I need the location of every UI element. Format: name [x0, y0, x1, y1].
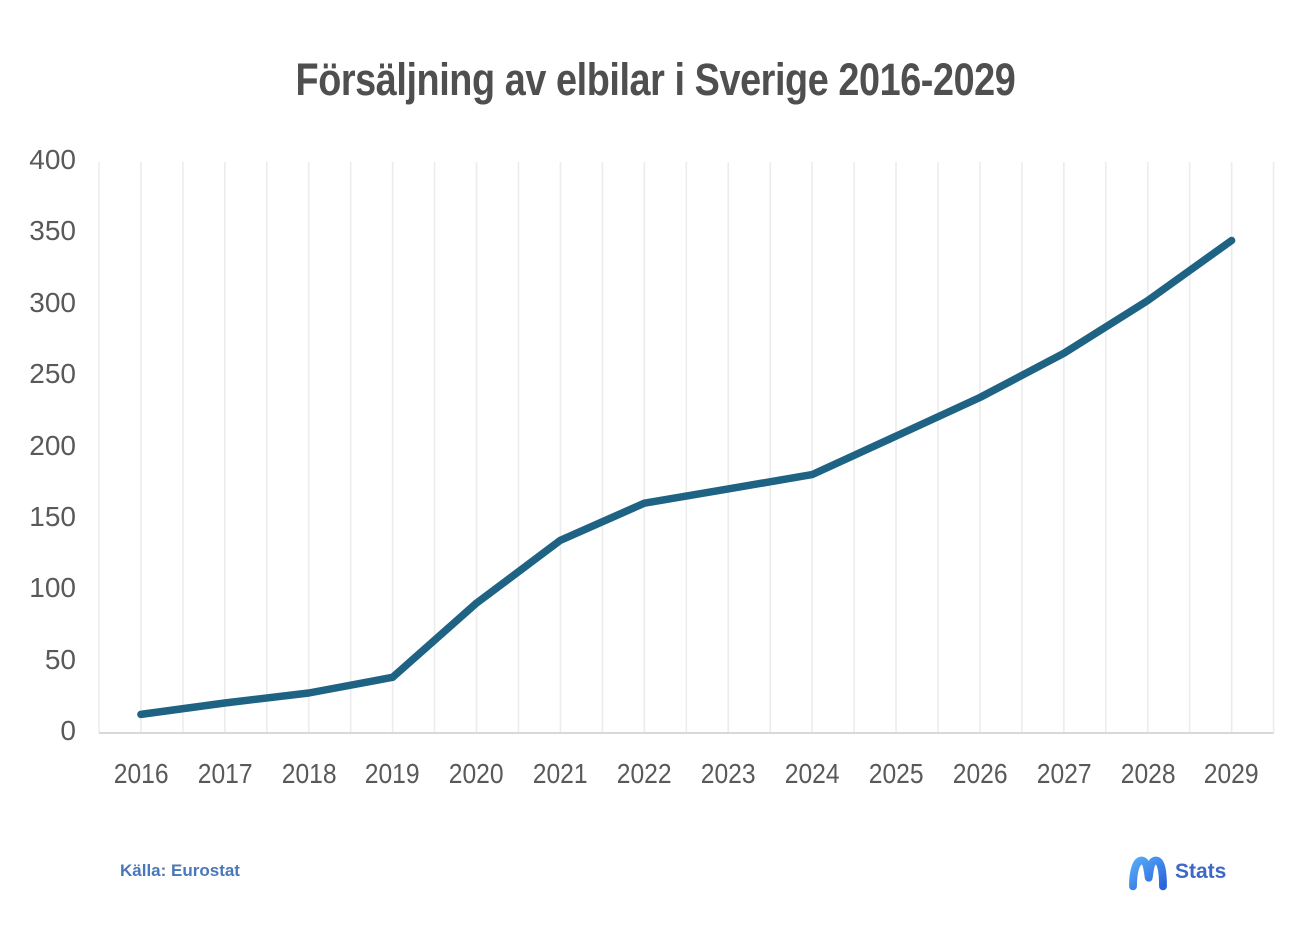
y-axis-label-50: 50	[44, 643, 76, 675]
x-axis-label-text: 2016	[113, 758, 169, 789]
x-axis-label-text: 2027	[1036, 758, 1092, 789]
stats-logo: Stats	[1128, 851, 1226, 893]
y-axis-label-150: 150	[29, 500, 76, 532]
sales-line	[137, 236, 1236, 719]
y-axis-label-0: 0	[60, 715, 76, 746]
stats-m-icon	[1129, 856, 1167, 891]
x-axis-label-text: 2022	[616, 758, 672, 789]
x-axis-label-2018: 2018	[266, 758, 352, 790]
x-axis-label-2024: 2024	[769, 758, 855, 790]
y-axis-label-100: 100	[29, 572, 76, 604]
x-axis-label-text: 2023	[700, 758, 756, 789]
x-axis-label-text: 2020	[449, 758, 504, 789]
y-axis-label-300: 300	[29, 286, 76, 318]
y-axis-label-200: 200	[29, 429, 76, 461]
x-axis-label-2022: 2022	[601, 758, 687, 790]
series-line	[137, 236, 1236, 719]
x-axis-label-2029: 2029	[1189, 758, 1275, 790]
x-axis-label-2019: 2019	[350, 758, 436, 790]
x-axis-label-text: 2019	[365, 758, 421, 789]
x-axis-label-text: 2026	[952, 758, 1008, 789]
x-axis-label-2023: 2023	[685, 758, 771, 790]
x-axis-label-text: 2018	[281, 758, 337, 789]
chart-title-text: Försäljning av elbilar i Sverige 2016-20…	[295, 54, 1015, 105]
x-axis-label-2016: 2016	[98, 758, 184, 790]
x-axis-label-text: 2021	[533, 758, 588, 789]
x-axis-label-text: 2024	[784, 758, 840, 789]
x-axis-label-2020: 2020	[434, 758, 520, 790]
x-axis-label-text: 2028	[1120, 758, 1176, 789]
x-axis-label-2027: 2027	[1021, 758, 1107, 790]
x-axis-label-text: 2017	[197, 758, 253, 789]
x-axis-label-2026: 2026	[937, 758, 1023, 790]
y-axis-label-400: 400	[29, 144, 76, 175]
stats-logo-text: Stats	[1175, 860, 1227, 883]
source-note: Källa: Eurostat	[120, 861, 240, 880]
x-axis-label-text: 2025	[868, 758, 924, 789]
y-axis-label-250: 250	[29, 358, 76, 390]
x-axis-label-2017: 2017	[182, 758, 268, 790]
x-axis-label-2028: 2028	[1105, 758, 1191, 790]
x-axis-label-text: 2029	[1204, 758, 1260, 789]
x-axis-label-2021: 2021	[517, 758, 603, 790]
x-axis-label-2025: 2025	[853, 758, 939, 790]
chart-title: Försäljning av elbilar i Sverige 2016-20…	[0, 54, 1310, 106]
y-axis-label-350: 350	[29, 215, 76, 247]
vertical-gridlines	[98, 162, 1275, 733]
